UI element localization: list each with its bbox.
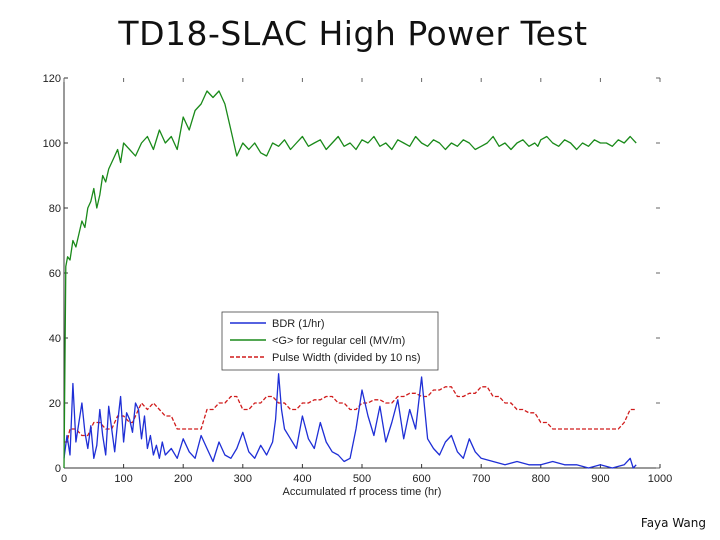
x-axis-label: Accumulated rf process time (hr) [283,486,442,498]
x-tick-label: 200 [174,473,192,485]
y-tick-label: 40 [49,333,61,345]
series-line-2 [64,386,637,443]
y-tick-label: 120 [43,73,61,85]
y-tick-label: 60 [49,268,61,280]
legend-entry: BDR (1/hr) [272,318,325,330]
legend-entry: Pulse Width (divided by 10 ns) [272,352,421,364]
x-tick-label: 400 [293,473,311,485]
plot-frame [63,78,660,469]
x-axis: 0 100 200 300 400 500 600 700 800 900 1000 [61,78,672,485]
x-tick-label: 700 [472,473,490,485]
x-tick-label: 1000 [648,473,672,485]
author-credit: Faya Wang [640,516,706,530]
x-tick-label: 800 [532,473,550,485]
legend-entry: <G> for regular cell (MV/m) [272,335,405,347]
chart: 0 20 40 60 80 100 120 0 100 200 300 400 500 600 700 80… [43,73,673,498]
series-line-0 [63,373,637,469]
legend: BDR (1/hr) <G> for regular cell (MV/m) Pul… [221,311,439,371]
x-tick-label: 900 [591,473,609,485]
x-tick-label: 100 [114,473,132,485]
legend-box [221,311,439,371]
series-layer [63,90,637,469]
y-axis: 0 20 40 60 80 100 120 [43,73,660,475]
page-title: TD18-SLAC High Power Test [118,14,588,53]
y-tick-label: 0 [55,463,61,475]
series-line-1 [63,90,637,469]
y-tick-label: 20 [49,398,61,410]
x-tick-label: 0 [61,473,67,485]
y-tick-label: 100 [43,138,61,150]
y-tick-label: 80 [49,203,61,215]
x-tick-label: 300 [234,473,252,485]
x-tick-label: 500 [353,473,371,485]
x-tick-label: 600 [412,473,430,485]
